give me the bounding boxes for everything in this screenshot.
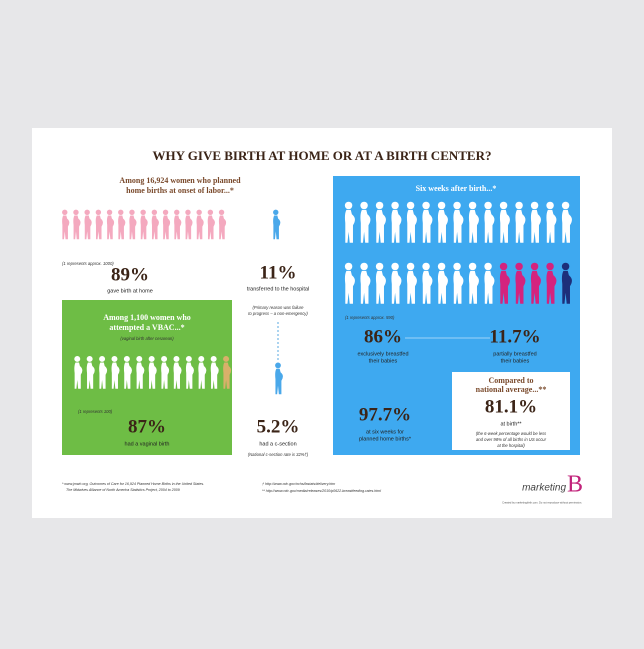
- stat-label: partially breastfed: [493, 351, 536, 357]
- note: at the hospital): [497, 443, 525, 448]
- stat-label: at six weeks for: [366, 429, 404, 435]
- note: (vaginal birth after cesarean): [120, 336, 174, 341]
- stat-label: their babies: [369, 358, 398, 364]
- stat: 11.7%: [489, 326, 540, 347]
- note: (the 6-week percentage would be less: [476, 431, 547, 436]
- scale-note: (1 represents approx. 590): [345, 315, 395, 320]
- logo-mark: B: [567, 472, 583, 498]
- stat-label: planned home births*: [359, 436, 412, 442]
- stat-label: had a vaginal birth: [125, 441, 170, 447]
- note: to progress – a non-emergency): [248, 311, 308, 316]
- footnote: ** http://www.cdc.gov/media/releases/201…: [262, 489, 381, 493]
- note: (National c-section rate is 32%†): [248, 452, 309, 457]
- stat-label: had a c-section: [259, 441, 296, 447]
- stat-label: gave birth at home: [107, 288, 153, 294]
- stat-label: exclusively breastfed: [357, 351, 408, 357]
- compare-heading: national average...**: [476, 385, 547, 394]
- vbac-heading: attempted a VBAC...*: [109, 323, 184, 332]
- stat: 97.7%: [359, 404, 411, 425]
- logo-text: marketing: [522, 483, 566, 494]
- scale-note: (1 represents 100): [78, 409, 113, 414]
- home-heading: home births at onset of labor...*: [126, 186, 234, 195]
- bf-heading: Six weeks after birth...*: [416, 184, 497, 193]
- stat-label: their babies: [501, 358, 530, 364]
- compare-heading: Compared to: [489, 376, 534, 385]
- stat: 5.2%: [257, 416, 300, 437]
- vbac-heading: Among 1,100 women who: [103, 313, 191, 322]
- footnote: * www.jmwh.org, Outcomes of Care for 16,…: [62, 482, 204, 486]
- stat: 87%: [128, 416, 166, 437]
- stat-label: at birth**: [500, 421, 522, 427]
- note: and over 98% of all births in US occur: [476, 437, 547, 442]
- stat: 81.1%: [485, 396, 537, 417]
- scale-note: (1 represents approx. 1000): [62, 261, 114, 266]
- footnote: † http://www.cdc.gov/nchs/fastats/delive…: [262, 482, 335, 486]
- credit: Created by marketingbirth.com. Do not re…: [502, 501, 582, 505]
- stat: 11%: [260, 262, 297, 283]
- footnote: The Midwives Alliance of North America S…: [66, 488, 180, 492]
- compare-box: [452, 372, 570, 450]
- stat: 86%: [364, 326, 402, 347]
- stat-label: transferred to the hospital: [247, 286, 309, 292]
- stat: 89%: [111, 264, 149, 285]
- title: WHY GIVE BIRTH AT HOME OR AT A BIRTH CEN…: [153, 148, 492, 163]
- note: (Primary reason was failure: [253, 305, 305, 310]
- home-heading: Among 16,924 women who planned: [119, 176, 241, 185]
